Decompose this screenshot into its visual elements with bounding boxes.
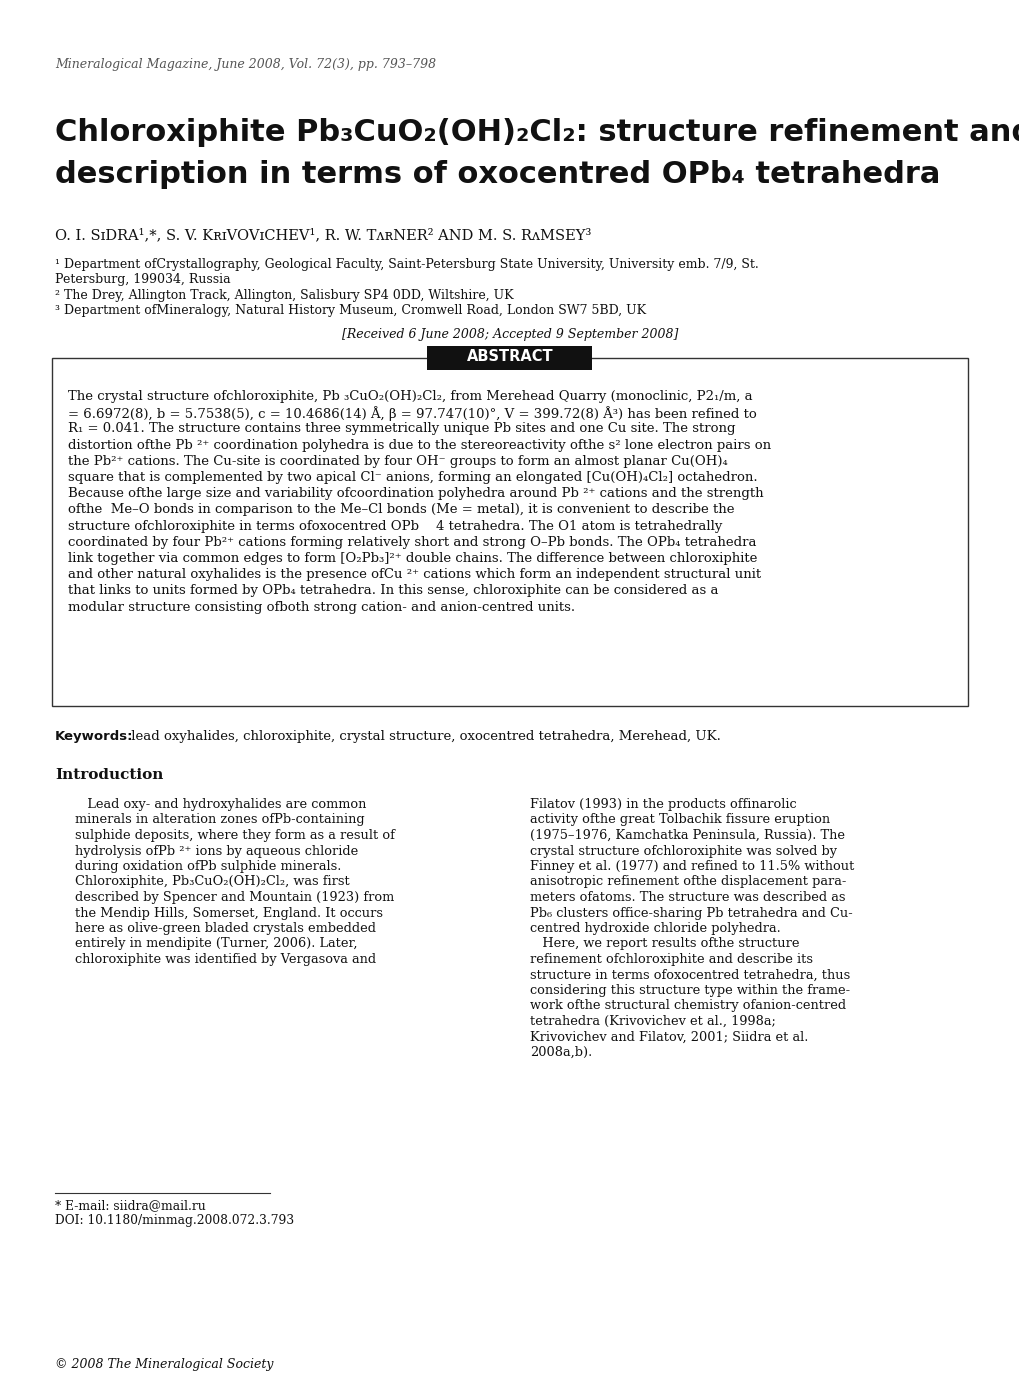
Text: and other natural oxyhalides is the presence ofCu ²⁺ cations which form an indep: and other natural oxyhalides is the pres… — [68, 568, 760, 582]
Text: sulphide deposits, where they form as a result of: sulphide deposits, where they form as a … — [75, 829, 394, 842]
Text: modular structure consisting ofboth strong cation- and anion-centred units.: modular structure consisting ofboth stro… — [68, 601, 575, 614]
Text: DOI: 10.1180/minmag.2008.072.3.793: DOI: 10.1180/minmag.2008.072.3.793 — [55, 1213, 293, 1227]
Text: distortion ofthe Pb ²⁺ coordination polyhedra is due to the stereoreactivity oft: distortion ofthe Pb ²⁺ coordination poly… — [68, 439, 770, 452]
Text: hydrolysis ofPb ²⁺ ions by aqueous chloride: hydrolysis ofPb ²⁺ ions by aqueous chlor… — [75, 844, 358, 857]
Text: here as olive-green bladed crystals embedded: here as olive-green bladed crystals embe… — [75, 923, 376, 935]
Text: = 6.6972(8), b = 5.7538(5), c = 10.4686(14) Å, β = 97.747(10)°, V = 399.72(8) Å³: = 6.6972(8), b = 5.7538(5), c = 10.4686(… — [68, 407, 756, 421]
Text: the Mendip Hills, Somerset, England. It occurs: the Mendip Hills, Somerset, England. It … — [75, 906, 382, 920]
Text: Pb₆ clusters office-sharing Pb tetrahedra and Cu-: Pb₆ clusters office-sharing Pb tetrahedr… — [530, 906, 852, 920]
Text: that links to units formed by OPb₄ tetrahedra. In this sense, chloroxiphite can : that links to units formed by OPb₄ tetra… — [68, 584, 717, 597]
Text: ¹ Department ofCrystallography, Geological Faculty, Saint-Petersburg State Unive: ¹ Department ofCrystallography, Geologic… — [55, 259, 758, 271]
Text: meters ofatoms. The structure was described as: meters ofatoms. The structure was descri… — [530, 891, 845, 905]
Text: © 2008 The Mineralogical Society: © 2008 The Mineralogical Society — [55, 1357, 273, 1371]
Text: coordinated by four Pb²⁺ cations forming relatively short and strong O–Pb bonds.: coordinated by four Pb²⁺ cations forming… — [68, 535, 756, 549]
Text: * E-mail: siidra@mail.ru: * E-mail: siidra@mail.ru — [55, 1199, 206, 1212]
Text: 2008a,b).: 2008a,b). — [530, 1046, 592, 1060]
Text: anisotropic refinement ofthe displacement para-: anisotropic refinement ofthe displacemen… — [530, 875, 846, 889]
Text: activity ofthe great Tolbachik fissure eruption: activity ofthe great Tolbachik fissure e… — [530, 814, 829, 826]
Text: Krivovichev and Filatov, 2001; Siidra et al.: Krivovichev and Filatov, 2001; Siidra et… — [530, 1030, 808, 1043]
Text: chloroxiphite was identified by Vergasova and: chloroxiphite was identified by Vergasov… — [75, 953, 376, 966]
Text: The crystal structure ofchloroxiphite, Pb ₃CuO₂(OH)₂Cl₂, from Merehead Quarry (m: The crystal structure ofchloroxiphite, P… — [68, 390, 752, 403]
Text: ofthe  Me–O bonds in comparison to the Me–Cl bonds (Me = metal), it is convenien: ofthe Me–O bonds in comparison to the Me… — [68, 503, 734, 516]
Text: entirely in mendipite (Turner, 2006). Later,: entirely in mendipite (Turner, 2006). La… — [75, 938, 357, 951]
Text: Here, we report results ofthe structure: Here, we report results ofthe structure — [530, 938, 799, 951]
Text: O. I. SɪDRA¹,*, S. V. KʀɪVOVɪCHEV¹, R. W. TʌʀNER² AND M. S. RʌMSEY³: O. I. SɪDRA¹,*, S. V. KʀɪVOVɪCHEV¹, R. W… — [55, 228, 591, 242]
Text: R₁ = 0.041. The structure contains three symmetrically unique Pb sites and one C: R₁ = 0.041. The structure contains three… — [68, 422, 735, 435]
Text: lead oxyhalides, chloroxiphite, crystal structure, oxocentred tetrahedra, Merehe: lead oxyhalides, chloroxiphite, crystal … — [127, 730, 720, 742]
Text: Introduction: Introduction — [55, 768, 163, 781]
Text: refinement ofchloroxiphite and describe its: refinement ofchloroxiphite and describe … — [530, 953, 812, 966]
Text: centred hydroxide chloride polyhedra.: centred hydroxide chloride polyhedra. — [530, 923, 780, 935]
Text: (1975–1976, Kamchatka Peninsula, Russia). The: (1975–1976, Kamchatka Peninsula, Russia)… — [530, 829, 844, 842]
Text: during oxidation ofPb sulphide minerals.: during oxidation ofPb sulphide minerals. — [75, 860, 341, 872]
Text: Chloroxiphite, Pb₃CuO₂(OH)₂Cl₂, was first: Chloroxiphite, Pb₃CuO₂(OH)₂Cl₂, was firs… — [75, 875, 350, 889]
FancyBboxPatch shape — [427, 345, 592, 370]
Text: Filatov (1993) in the products offinarolic: Filatov (1993) in the products offinarol… — [530, 798, 796, 811]
Text: described by Spencer and Mountain (1923) from: described by Spencer and Mountain (1923)… — [75, 891, 394, 905]
Text: Petersburg, 199034, Russia: Petersburg, 199034, Russia — [55, 273, 230, 287]
Text: Mineralogical Magazine, June 2008, Vol. 72(3), pp. 793–798: Mineralogical Magazine, June 2008, Vol. … — [55, 57, 436, 71]
Text: ³ Department ofMineralogy, Natural History Museum, Cromwell Road, London SW7 5BD: ³ Department ofMineralogy, Natural Histo… — [55, 303, 645, 317]
Text: ABSTRACT: ABSTRACT — [467, 350, 552, 363]
Text: considering this structure type within the frame-: considering this structure type within t… — [530, 984, 849, 997]
Text: Chloroxiphite Pb₃CuO₂(OH)₂Cl₂: structure refinement and: Chloroxiphite Pb₃CuO₂(OH)₂Cl₂: structure… — [55, 117, 1019, 147]
Text: Because ofthe large size and variability ofcoordination polyhedra around Pb ²⁺ c: Because ofthe large size and variability… — [68, 487, 763, 500]
Text: Keywords:: Keywords: — [55, 730, 133, 742]
Text: Finney et al. (1977) and refined to 11.5% without: Finney et al. (1977) and refined to 11.5… — [530, 860, 854, 872]
Text: square that is complemented by two apical Cl⁻ anions, forming an elongated [Cu(O: square that is complemented by two apica… — [68, 471, 757, 484]
Text: [Received 6 June 2008; Accepted 9 September 2008]: [Received 6 June 2008; Accepted 9 Septem… — [341, 329, 678, 341]
Text: minerals in alteration zones ofPb-containing: minerals in alteration zones ofPb-contai… — [75, 814, 364, 826]
Text: the Pb²⁺ cations. The Cu-site is coordinated by four OH⁻ groups to form an almos: the Pb²⁺ cations. The Cu-site is coordin… — [68, 454, 727, 468]
Text: work ofthe structural chemistry ofanion-centred: work ofthe structural chemistry ofanion-… — [530, 1000, 846, 1012]
Text: structure in terms ofoxocentred tetrahedra, thus: structure in terms ofoxocentred tetrahed… — [530, 969, 850, 981]
Text: Lead oxy- and hydroxyhalides are common: Lead oxy- and hydroxyhalides are common — [75, 798, 366, 811]
Text: ² The Drey, Allington Track, Allington, Salisbury SP4 0DD, Wiltshire, UK: ² The Drey, Allington Track, Allington, … — [55, 289, 514, 302]
Text: tetrahedra (Krivovichev et al., 1998a;: tetrahedra (Krivovichev et al., 1998a; — [530, 1015, 775, 1028]
Text: crystal structure ofchloroxiphite was solved by: crystal structure ofchloroxiphite was so… — [530, 844, 837, 857]
Text: structure ofchloroxiphite in terms ofoxocentred OPb    4 tetrahedra. The O1 atom: structure ofchloroxiphite in terms ofoxo… — [68, 520, 721, 533]
Text: link together via common edges to form [O₂Pb₃]²⁺ double chains. The difference b: link together via common edges to form [… — [68, 552, 757, 565]
FancyBboxPatch shape — [52, 358, 967, 706]
Text: description in terms of oxocentred OPb₄ tetrahedra: description in terms of oxocentred OPb₄ … — [55, 159, 940, 189]
